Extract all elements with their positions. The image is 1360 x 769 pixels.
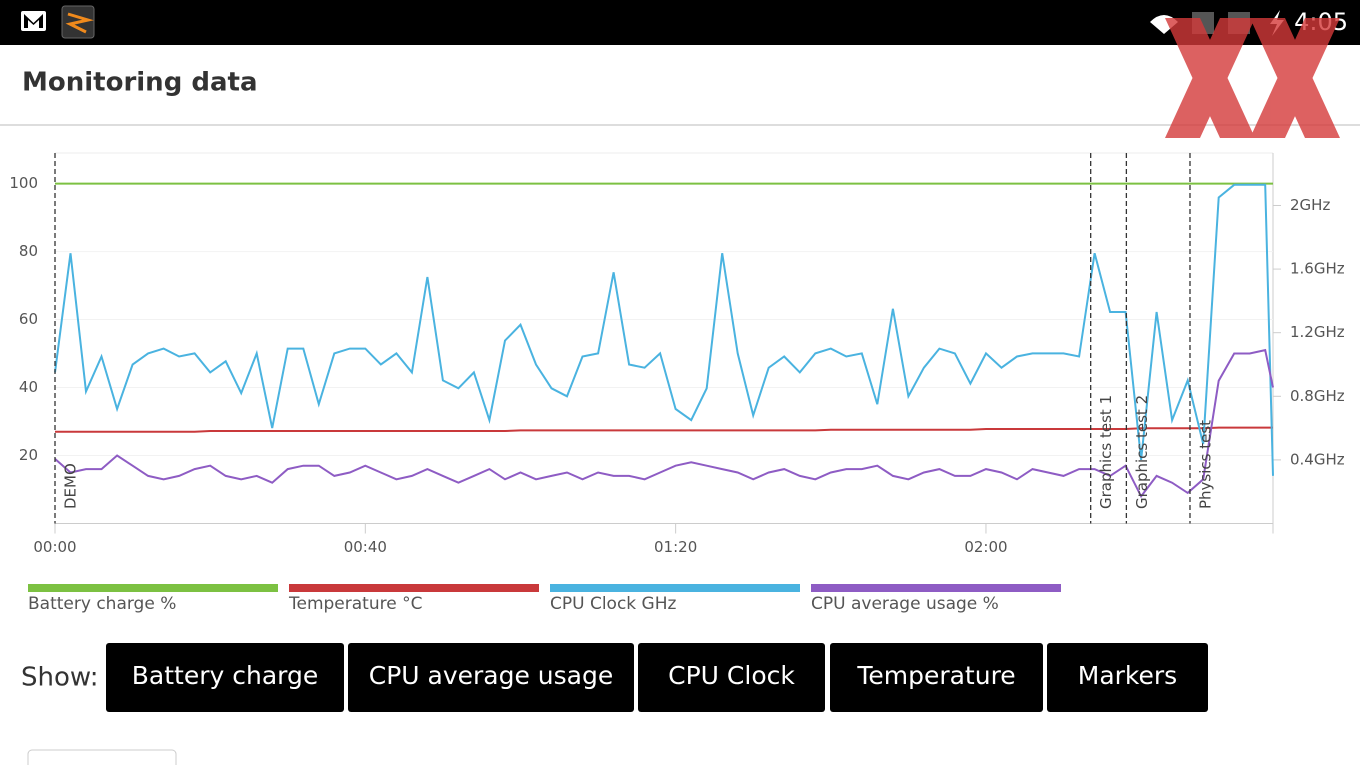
y2-tick-label: 1.6GHz: [1290, 260, 1345, 278]
toggle-button[interactable]: Markers: [1047, 643, 1208, 712]
button-bg[interactable]: [830, 643, 1043, 712]
series-line: [54, 348, 1274, 499]
y2-tick-label: 1.2GHz: [1290, 323, 1345, 341]
page-title: Monitoring data: [22, 68, 258, 98]
x-tick-label: 00:40: [344, 538, 387, 556]
toggle-button[interactable]: Battery charge: [106, 643, 344, 712]
x-tick-label: 00:00: [33, 538, 76, 556]
watermark-x: [1165, 18, 1255, 138]
button-bg[interactable]: [348, 643, 634, 712]
legend-label: CPU average usage %: [811, 594, 999, 614]
button-label[interactable]: CPU Clock: [668, 661, 795, 690]
legend-swatch: [28, 584, 278, 592]
legend-label: CPU Clock GHz: [550, 594, 677, 614]
marker-label: DEMO: [62, 463, 80, 509]
button-bg[interactable]: [106, 643, 344, 712]
button-label[interactable]: CPU average usage: [369, 661, 614, 690]
mail-icon-mark: [24, 14, 43, 28]
show-label: Show:: [21, 663, 99, 693]
toggle-button[interactable]: Temperature: [830, 643, 1043, 712]
partial-button[interactable]: [27, 749, 177, 769]
button-bg[interactable]: [1047, 643, 1208, 712]
x-tick-label: 01:20: [654, 538, 697, 556]
y2-tick-label: 0.8GHz: [1290, 387, 1345, 405]
y-tick-label: 80: [19, 242, 38, 260]
series-line: [55, 426, 1273, 433]
button-label[interactable]: Battery charge: [132, 661, 318, 690]
y-tick-label: 20: [19, 446, 38, 464]
watermark: [1165, 18, 1340, 138]
toggle-button[interactable]: CPU Clock: [638, 643, 825, 712]
y-tick-label: 60: [19, 310, 38, 328]
legend-swatch: [811, 584, 1061, 592]
marker-label: Physics test: [1196, 420, 1214, 509]
legend-label: Temperature °C: [288, 594, 422, 614]
series-line: [54, 183, 1274, 476]
legend-label: Battery charge %: [28, 594, 176, 614]
legend-swatch: [550, 584, 800, 592]
y-tick-label: 100: [9, 174, 38, 192]
app-icon-mark: [65, 12, 94, 34]
x-tick-label: 02:00: [964, 538, 1007, 556]
button-label[interactable]: Markers: [1078, 661, 1177, 690]
y2-tick-label: 2GHz: [1290, 196, 1330, 214]
marker-label: Graphics test 1: [1097, 395, 1115, 509]
toggle-button[interactable]: CPU average usage: [348, 643, 634, 712]
marker-label: Graphics test 2: [1133, 395, 1151, 509]
watermark-x: [1250, 18, 1340, 138]
button-label[interactable]: Temperature: [856, 661, 1015, 690]
button-bg[interactable]: [638, 643, 825, 712]
y2-tick-label: 0.4GHz: [1290, 450, 1345, 468]
y-tick-label: 40: [19, 378, 38, 396]
status-bar: [0, 0, 1360, 45]
legend-swatch: [289, 584, 539, 592]
